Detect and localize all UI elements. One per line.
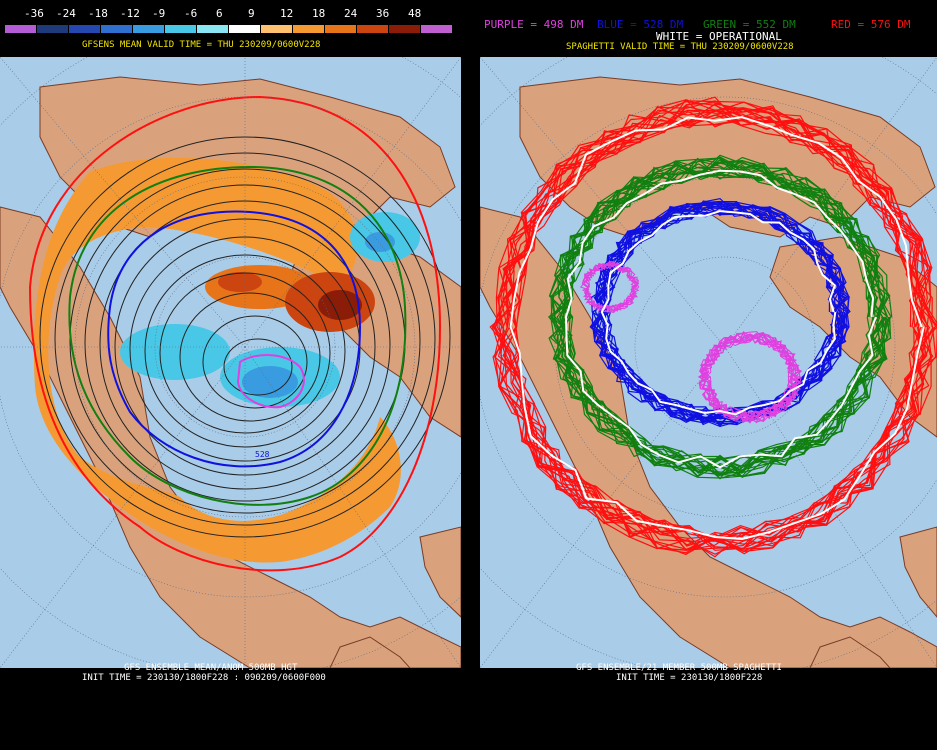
legend-label: -6 xyxy=(184,7,198,20)
green-552-member xyxy=(554,156,888,479)
green-552-member xyxy=(557,159,892,478)
purple-498-member xyxy=(699,334,802,421)
red-576-contour xyxy=(28,95,442,572)
legend-swatch xyxy=(132,24,165,34)
red-576-member xyxy=(489,107,934,552)
purple-498-member xyxy=(698,331,802,424)
legend-label: 18 xyxy=(312,7,326,20)
legend-label: -24 xyxy=(56,7,76,20)
legend-swatch xyxy=(260,24,293,34)
legend-swatch xyxy=(68,24,101,34)
legend-swatch xyxy=(292,24,325,34)
green-552-member xyxy=(547,156,890,477)
legend-label: 9 xyxy=(248,7,255,20)
right-footer-line2: INIT TIME = 230130/1800F228 xyxy=(616,673,763,683)
green-552-member xyxy=(551,158,884,473)
graticule xyxy=(0,57,461,668)
left-footer-line1: GFS ENSEMBLE MEAN/ANOM 500MB HGT xyxy=(124,663,298,673)
left-map-title: GFSENS MEAN VALID TIME = THU 230209/0600… xyxy=(82,40,321,50)
legend-label: -9 xyxy=(152,7,166,20)
legend-label: 48 xyxy=(408,7,422,20)
legend-swatch xyxy=(420,24,453,34)
legend-white: WHITE = OPERATIONAL xyxy=(656,30,782,43)
legend-blue: BLUE = 528 DM xyxy=(597,18,684,31)
legend-label: 6 xyxy=(216,7,223,20)
purple-498-member xyxy=(701,333,799,419)
legend-red: RED = 576 DM xyxy=(831,18,911,31)
legend-swatch xyxy=(228,24,261,34)
left-footer-line2: INIT TIME = 230130/1800F228 : 090209/060… xyxy=(82,673,326,683)
purple-498-member xyxy=(582,263,639,313)
contour-label: 528 xyxy=(255,450,270,459)
red-576-member xyxy=(494,110,925,551)
purple-498-member xyxy=(701,331,800,420)
legend-label: 36 xyxy=(376,7,390,20)
legend-swatch xyxy=(36,24,69,34)
positive-anomaly-shading xyxy=(33,157,401,563)
legend-swatch xyxy=(324,24,357,34)
right-footer-line1: GFS ENSEMBLE/21 MEMBER 500MB SPAGHETTI xyxy=(576,663,782,673)
purple-498-member xyxy=(699,333,796,423)
green-552-contour xyxy=(68,165,407,506)
legend-green: GREEN = 552 DM xyxy=(703,18,796,31)
blue-528-member xyxy=(596,198,850,428)
spaghetti-lines xyxy=(489,96,937,558)
legend-purple: PURPLE = 498 DM xyxy=(484,18,584,31)
legend-swatch xyxy=(356,24,389,34)
ensemble-mean-panel: -36 -24 -18 -12 -9 -6 6 9 12 18 24 36 48 GFSENS MEAN… xyxy=(0,0,461,750)
ensemble-mean-map: 528 xyxy=(0,57,461,668)
legend-label: 12 xyxy=(280,7,294,20)
spaghetti-svg xyxy=(480,57,937,668)
red-576-member xyxy=(491,108,934,550)
legend-swatch xyxy=(388,24,421,34)
red-576-member xyxy=(498,103,928,551)
red-576-member xyxy=(493,100,936,553)
legend-swatch xyxy=(4,24,37,34)
north-america-land xyxy=(0,206,461,668)
legend-swatch xyxy=(196,24,229,34)
green-552-member xyxy=(561,159,886,474)
legend-label: 24 xyxy=(344,7,358,20)
white-operational-552 xyxy=(564,169,877,469)
white-operational-528 xyxy=(600,210,837,416)
legend-swatch xyxy=(100,24,133,34)
green-552-member xyxy=(550,160,887,473)
spaghetti-map xyxy=(480,57,937,668)
blue-528-contour xyxy=(107,210,362,468)
africa-land xyxy=(419,526,461,618)
legend-label: -12 xyxy=(120,7,140,20)
purple-498-contour xyxy=(236,354,305,409)
spaghetti-panel: PURPLE = 498 DM BLUE = 528 DM GREEN = 55… xyxy=(476,0,937,750)
legend-label: -18 xyxy=(88,7,108,20)
legend-swatch xyxy=(164,24,197,34)
legend-label: -36 xyxy=(24,7,44,20)
right-map-title: SPAGHETTI VALID TIME = THU 230209/0600V2… xyxy=(566,42,794,52)
ensemble-mean-svg: 528 xyxy=(0,57,461,668)
white-operational-576 xyxy=(509,116,925,541)
